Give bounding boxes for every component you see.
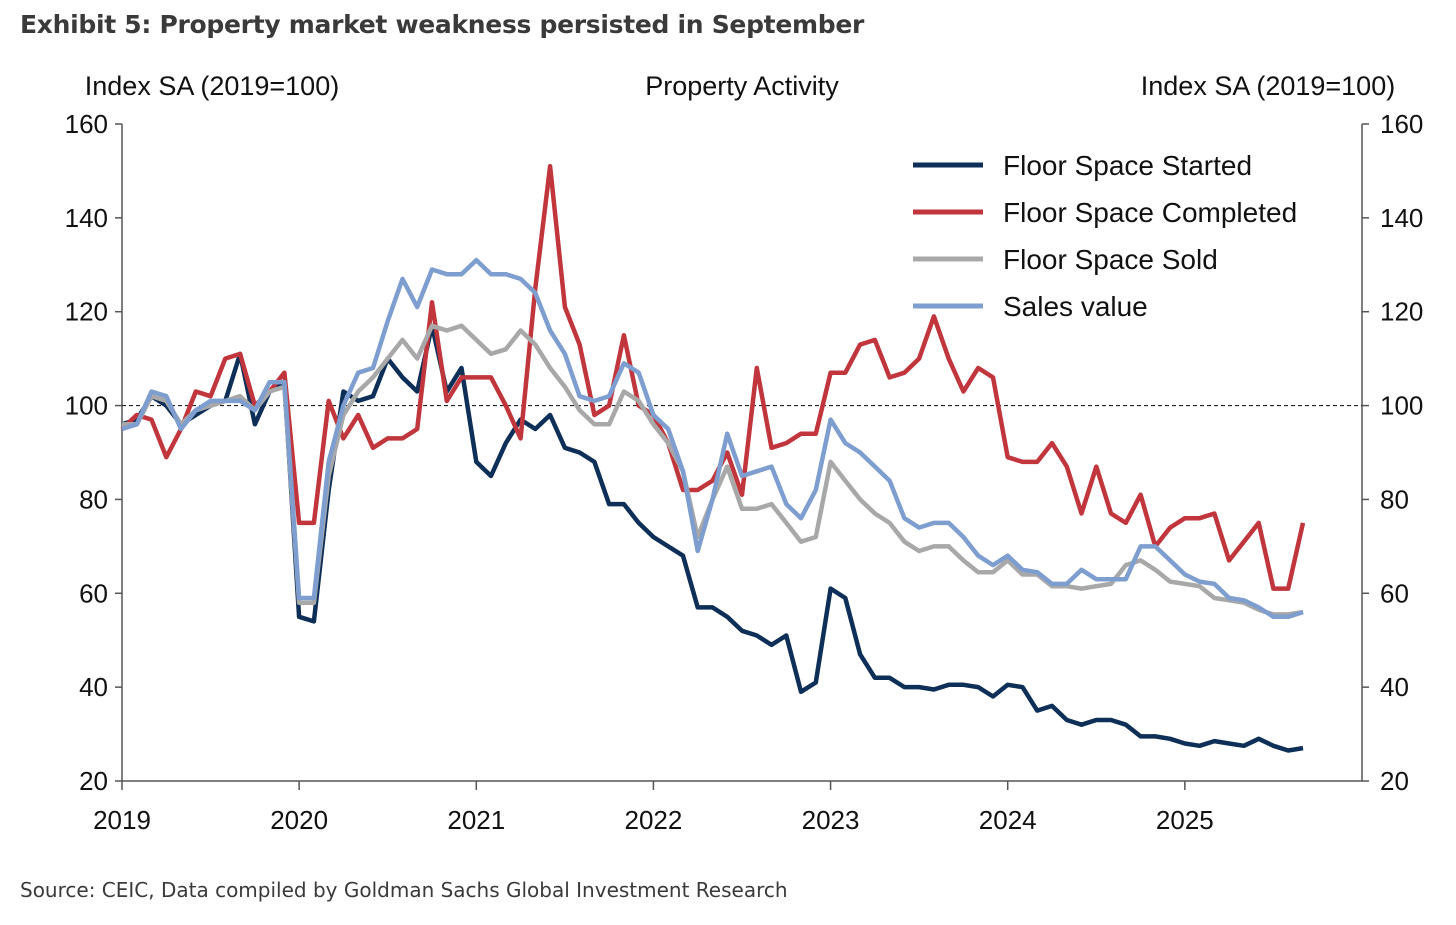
y-tick-label-left: 160 bbox=[65, 109, 108, 139]
y-tick-label-right: 60 bbox=[1380, 578, 1409, 608]
y-tick-label-left: 100 bbox=[65, 391, 108, 421]
y-axis-label-right: Index SA (2019=100) bbox=[1141, 71, 1395, 101]
y-tick-label-left: 40 bbox=[79, 672, 108, 702]
x-tick-label: 2024 bbox=[979, 805, 1037, 835]
y-tick-label-left: 120 bbox=[65, 297, 108, 327]
legend-label: Floor Space Started bbox=[1003, 150, 1252, 181]
y-tick-label-right: 140 bbox=[1380, 203, 1423, 233]
y-tick-label-left: 20 bbox=[79, 766, 108, 796]
x-tick-label: 2021 bbox=[447, 805, 505, 835]
x-tick-label: 2025 bbox=[1156, 805, 1214, 835]
x-tick-label: 2022 bbox=[625, 805, 683, 835]
y-tick-label-right: 80 bbox=[1380, 484, 1409, 514]
legend-label: Floor Space Completed bbox=[1003, 197, 1297, 228]
series-line-sales-value bbox=[121, 257, 1304, 620]
series-line-floor-space-completed bbox=[120, 163, 1306, 591]
chart-title: Exhibit 5: Property market weakness pers… bbox=[20, 10, 865, 39]
source-note: Source: CEIC, Data compiled by Goldman S… bbox=[20, 878, 788, 902]
legend-label: Floor Space Sold bbox=[1003, 244, 1218, 275]
x-tick-label: 2020 bbox=[270, 805, 328, 835]
y-tick-label-left: 60 bbox=[79, 578, 108, 608]
y-tick-label-right: 120 bbox=[1380, 297, 1423, 327]
y-tick-label-right: 20 bbox=[1380, 766, 1409, 796]
y-axis-label-left: Index SA (2019=100) bbox=[85, 71, 339, 101]
series-line-floor-space-started bbox=[121, 323, 1304, 753]
x-tick-label: 2023 bbox=[802, 805, 860, 835]
x-tick-label: 2019 bbox=[93, 805, 151, 835]
y-tick-label-left: 80 bbox=[79, 484, 108, 514]
chart-subtitle: Property Activity bbox=[645, 71, 839, 101]
y-tick-label-right: 160 bbox=[1380, 109, 1423, 139]
y-tick-label-left: 140 bbox=[65, 203, 108, 233]
legend-label: Sales value bbox=[1003, 291, 1148, 322]
y-tick-label-right: 100 bbox=[1380, 391, 1423, 421]
y-tick-label-right: 40 bbox=[1380, 672, 1409, 702]
